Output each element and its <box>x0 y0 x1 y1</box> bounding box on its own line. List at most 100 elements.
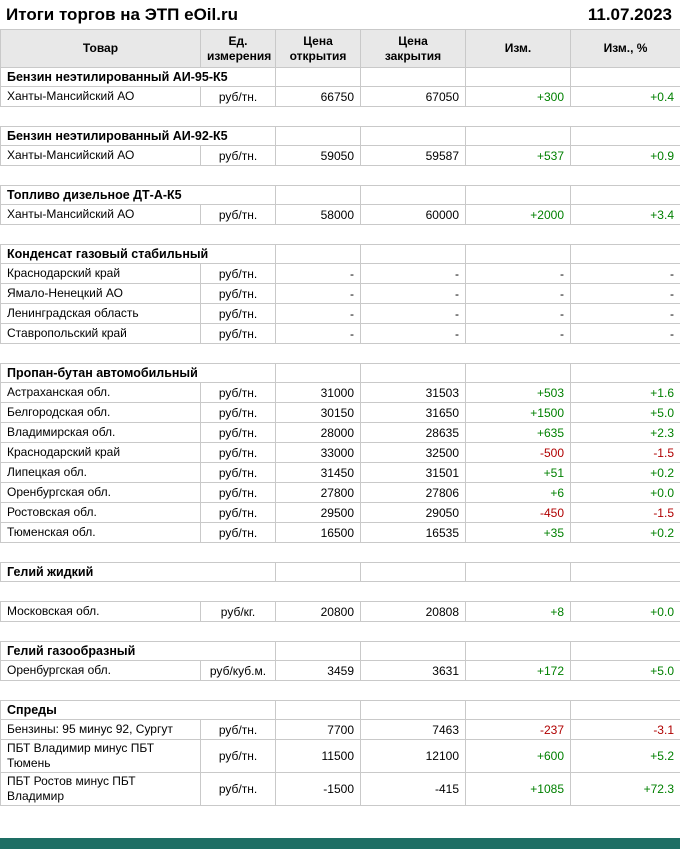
change-cell: +300 <box>465 86 571 107</box>
change-pct-cell: +2.3 <box>570 422 680 443</box>
change-cell: -237 <box>465 719 571 740</box>
close-price-cell: - <box>360 303 466 324</box>
change-cell: +1085 <box>465 772 571 806</box>
close-price-cell: 20808 <box>360 601 466 622</box>
change-pct-cell: +0.2 <box>570 522 680 543</box>
section-empty-cell <box>570 126 680 146</box>
open-price-cell: 66750 <box>275 86 361 107</box>
section-empty-cell <box>465 641 571 661</box>
spacer-row <box>0 343 680 364</box>
change-cell: - <box>465 303 571 324</box>
section-header-row: Пропан-бутан автомобильный <box>0 363 680 383</box>
section-empty-cell <box>360 562 466 582</box>
table-row: Липецкая обл. руб/тн. 31450 31501 +51 +0.2 <box>0 462 680 483</box>
unit-cell: руб/тн. <box>200 303 276 324</box>
section-empty-cell <box>570 562 680 582</box>
section-header-row: Гелий жидкий <box>0 562 680 582</box>
section-empty-cell <box>275 363 361 383</box>
section-title: Спреды <box>0 700 276 720</box>
close-price-cell: 27806 <box>360 482 466 503</box>
product-cell: Оренбургская обл. <box>0 482 201 503</box>
close-price-cell: 31501 <box>360 462 466 483</box>
open-price-cell: 7700 <box>275 719 361 740</box>
product-cell: Ставропольский край <box>0 323 201 344</box>
open-price-cell: 11500 <box>275 739 361 773</box>
change-cell: +1500 <box>465 402 571 423</box>
close-price-cell: - <box>360 263 466 284</box>
unit-cell: руб/тн. <box>200 402 276 423</box>
close-price-cell: 67050 <box>360 86 466 107</box>
spacer-row <box>0 621 680 642</box>
spacer-cell <box>0 542 680 563</box>
section-empty-cell <box>570 67 680 87</box>
section-title: Топливо дизельное ДТ-А-К5 <box>0 185 276 205</box>
section-title: Гелий жидкий <box>0 562 276 582</box>
section-empty-cell <box>275 641 361 661</box>
change-pct-cell: +1.6 <box>570 382 680 403</box>
product-cell: Астраханская обл. <box>0 382 201 403</box>
change-cell: +2000 <box>465 204 571 225</box>
spacer-row <box>0 680 680 701</box>
table-header-row: Товар Ед. измерения Цена открытия Цена з… <box>0 29 680 68</box>
change-cell: +6 <box>465 482 571 503</box>
product-cell: Бензины: 95 минус 92, Сургут <box>0 719 201 740</box>
section-title: Пропан-бутан автомобильный <box>0 363 276 383</box>
section-empty-cell <box>360 641 466 661</box>
section-title: Конденсат газовый стабильный <box>0 244 276 264</box>
unit-cell: руб/тн. <box>200 522 276 543</box>
col-header-close-price: Цена закрытия <box>360 29 466 68</box>
spacer-cell <box>0 343 680 364</box>
product-cell: Ханты-Мансийский АО <box>0 204 201 225</box>
close-price-cell: - <box>360 283 466 304</box>
close-price-cell: 28635 <box>360 422 466 443</box>
product-cell: Белгородская обл. <box>0 402 201 423</box>
section-title: Гелий газообразный <box>0 641 276 661</box>
section-title: Бензин неэтилированный АИ-92-К5 <box>0 126 276 146</box>
section-empty-cell <box>360 67 466 87</box>
close-price-cell: 60000 <box>360 204 466 225</box>
close-price-cell: 32500 <box>360 442 466 463</box>
change-pct-cell: -3.1 <box>570 719 680 740</box>
open-price-cell: -1500 <box>275 772 361 806</box>
change-pct-cell: +3.4 <box>570 204 680 225</box>
section-header-row: Спреды <box>0 700 680 720</box>
spacer-cell <box>0 621 680 642</box>
spacer-row <box>0 542 680 563</box>
section-empty-cell <box>570 700 680 720</box>
section-header-row: Гелий газообразный <box>0 641 680 661</box>
spacer-cell <box>0 165 680 186</box>
change-cell: - <box>465 283 571 304</box>
spacer-cell <box>0 680 680 701</box>
product-cell: ПБТ Ростов минус ПБТ Владимир <box>0 772 201 806</box>
spacer-row <box>0 165 680 186</box>
change-pct-cell: +0.0 <box>570 482 680 503</box>
open-price-cell: 28000 <box>275 422 361 443</box>
table-row: Белгородская обл. руб/тн. 30150 31650 +1500 +… <box>0 402 680 423</box>
section-empty-cell <box>275 185 361 205</box>
table-row: Ленинградская область руб/тн. - - - - <box>0 303 680 324</box>
unit-cell: руб/тн. <box>200 86 276 107</box>
results-table: Товар Ед. измерения Цена открытия Цена з… <box>0 29 680 806</box>
table-row: Тюменская обл. руб/тн. 16500 16535 +35 +0.2 <box>0 522 680 543</box>
section-empty-cell <box>360 185 466 205</box>
product-cell: Краснодарский край <box>0 263 201 284</box>
table-row: Ставропольский край руб/тн. - - - - <box>0 323 680 344</box>
unit-cell: руб/тн. <box>200 283 276 304</box>
section-empty-cell <box>570 185 680 205</box>
close-price-cell: 31650 <box>360 402 466 423</box>
section-header-row: Конденсат газовый стабильный <box>0 244 680 264</box>
open-price-cell: 27800 <box>275 482 361 503</box>
table-row: Краснодарский край руб/тн. 33000 32500 -500-… <box>0 442 680 463</box>
change-pct-cell: +0.9 <box>570 145 680 166</box>
col-header-unit: Ед. измерения <box>200 29 276 68</box>
section-empty-cell <box>465 185 571 205</box>
unit-cell: руб/тн. <box>200 772 276 806</box>
unit-cell: руб/тн. <box>200 145 276 166</box>
change-pct-cell: +0.2 <box>570 462 680 483</box>
unit-cell: руб/тн. <box>200 502 276 523</box>
section-empty-cell <box>465 363 571 383</box>
section-empty-cell <box>465 700 571 720</box>
open-price-cell: 30150 <box>275 402 361 423</box>
product-cell: Ростовская обл. <box>0 502 201 523</box>
change-pct-cell: -1.5 <box>570 442 680 463</box>
